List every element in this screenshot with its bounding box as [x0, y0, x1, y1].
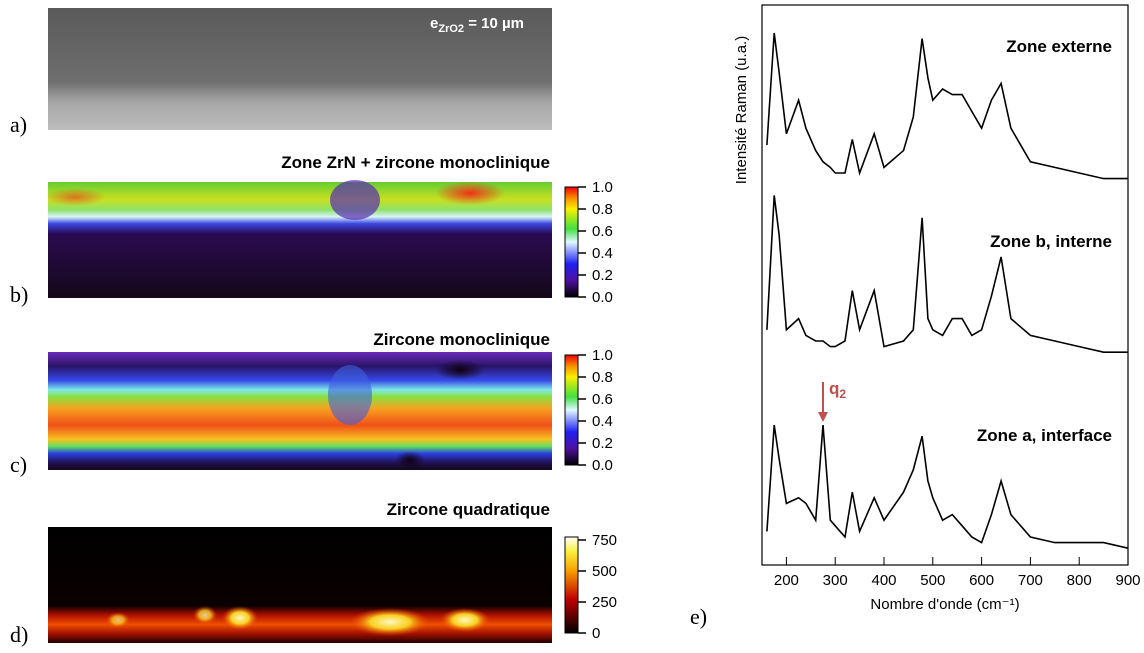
tick-label: 0.2: [592, 267, 613, 284]
heatmap-image: [350, 608, 430, 636]
tick-label: 0.6: [592, 391, 613, 408]
annotation-arrowhead: [818, 412, 828, 422]
series-label: Zone a, interface: [977, 426, 1112, 445]
heatmap-image: [328, 365, 372, 425]
heatmap-image: [435, 181, 505, 205]
tick-label: 200: [774, 572, 799, 589]
heatmap-image: [330, 180, 380, 220]
tick-label: 300: [823, 572, 848, 589]
sem-image: [48, 8, 552, 130]
plot-frame: [761, 4, 1129, 566]
annotation-sub: 2: [839, 387, 846, 401]
tick-label: 0.6: [592, 223, 613, 240]
tick-label: 250: [592, 594, 617, 611]
tick-label: 0.8: [592, 369, 613, 386]
tick-label: 500: [592, 563, 617, 580]
tick-label: 0: [592, 625, 600, 642]
heatmap-image: [440, 608, 490, 632]
tick-label: 800: [1067, 572, 1092, 589]
heatmap-image: [435, 360, 485, 380]
spectrum-line: [766, 195, 1128, 353]
tick-label: 600: [969, 572, 994, 589]
heatmap-image: [45, 188, 105, 206]
colorbar: [564, 186, 579, 298]
spectrum-line: [766, 32, 1128, 180]
annotation-label: q2: [829, 379, 846, 401]
colorbar: [564, 354, 579, 466]
tick-label: 500: [920, 572, 945, 589]
tick-label: 0.0: [592, 457, 613, 474]
spectrum-line: [766, 424, 1129, 549]
panel-label: c): [10, 452, 27, 477]
annotation-text: q: [829, 379, 839, 398]
series-label: Zone b, interne: [990, 232, 1112, 251]
y-axis-label: Intensité Raman (u.a.): [733, 36, 750, 184]
heatmap-image: [395, 451, 425, 469]
series-label: Zone externe: [1006, 37, 1112, 56]
panel-title: Zircone monoclinique: [373, 330, 550, 349]
tick-label: 900: [1115, 572, 1140, 589]
tick-label: 750: [592, 532, 617, 549]
panel-label: a): [10, 112, 27, 137]
tick-label: 1.0: [592, 347, 613, 364]
tick-label: 700: [1018, 572, 1043, 589]
tick-label: 0.0: [592, 289, 613, 306]
panel-label: d): [10, 622, 28, 647]
panel-label: b): [10, 282, 28, 307]
x-axis-label: Nombre d'onde (cm⁻¹): [870, 596, 1019, 613]
heatmap-image: [106, 612, 130, 628]
panel-title: Zircone quadratique: [387, 500, 550, 519]
tick-label: 0.8: [592, 201, 613, 218]
heatmap-image: [222, 606, 258, 630]
scale-label: eZrO2 = 10 µm: [430, 15, 524, 35]
tick-label: 400: [871, 572, 896, 589]
tick-label: 0.2: [592, 435, 613, 452]
heatmap-image: [193, 606, 217, 624]
colorbar: [564, 536, 579, 634]
tick-label: 0.4: [592, 245, 613, 262]
tick-label: 0.4: [592, 413, 613, 430]
panel-label: e): [690, 604, 707, 629]
tick-label: 1.0: [592, 179, 613, 196]
panel-title: Zone ZrN + zircone monoclinique: [281, 153, 550, 172]
